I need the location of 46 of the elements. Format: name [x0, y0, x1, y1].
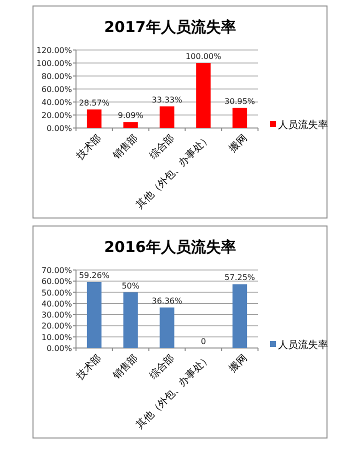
x-tick-label: 搬网	[226, 352, 250, 375]
x-tick-label: 技术部	[73, 352, 104, 383]
y-tick-label: 60.00%	[41, 85, 72, 94]
legend-label: 人员流失率	[278, 339, 328, 351]
x-tick-label: 综合部	[146, 132, 177, 162]
data-label: 33.33%	[152, 95, 183, 104]
data-label: 36.36%	[152, 296, 183, 306]
bar	[86, 109, 102, 128]
y-tick-label: 80.00%	[41, 72, 72, 81]
y-tick-label: 30.00%	[41, 310, 72, 320]
x-tick-label: 综合部	[146, 352, 177, 382]
x-tick-label: 销售部	[110, 132, 140, 163]
x-tick-label: 搬网	[226, 132, 250, 155]
y-tick-label: 20.00%	[41, 322, 72, 331]
bar	[232, 284, 248, 348]
data-label: 59.26%	[78, 270, 110, 280]
legend-label: 人员流失率	[278, 119, 328, 131]
bar	[123, 122, 138, 128]
data-label: 100.00%	[186, 52, 222, 61]
x-tick-label: 销售部	[110, 352, 140, 383]
y-tick-label: 60.00%	[41, 277, 72, 286]
y-tick-label: 120.00%	[36, 46, 72, 55]
y-tick-label: 50.00%	[41, 288, 72, 298]
y-tick-label: 10.00%	[41, 332, 72, 342]
y-tick-label: 0.00%	[46, 124, 72, 133]
x-tick-label: 技术部	[73, 132, 104, 163]
bar	[160, 106, 174, 128]
bar	[232, 108, 248, 128]
y-tick-label: 70.00%	[41, 266, 72, 275]
chart-title: 2016年人员流失率	[104, 238, 236, 256]
data-label: 0	[200, 337, 206, 346]
data-label: 57.25%	[224, 273, 256, 282]
data-label: 30.95%	[224, 96, 256, 106]
bar	[123, 292, 138, 348]
y-tick-label: 100.00%	[36, 59, 72, 68]
chart-title: 2017年人员流失率	[104, 18, 236, 36]
y-tick-label: 0.00%	[46, 344, 72, 353]
bar	[160, 307, 174, 348]
bar	[196, 63, 211, 128]
data-label: 9.09%	[118, 111, 144, 120]
y-tick-label: 20.00%	[41, 111, 72, 120]
data-label: 50%	[122, 281, 140, 290]
data-label: 28.57%	[78, 98, 110, 108]
y-tick-label: 40.00%	[41, 98, 72, 107]
bar	[86, 282, 102, 348]
y-tick-label: 40.00%	[41, 299, 72, 308]
